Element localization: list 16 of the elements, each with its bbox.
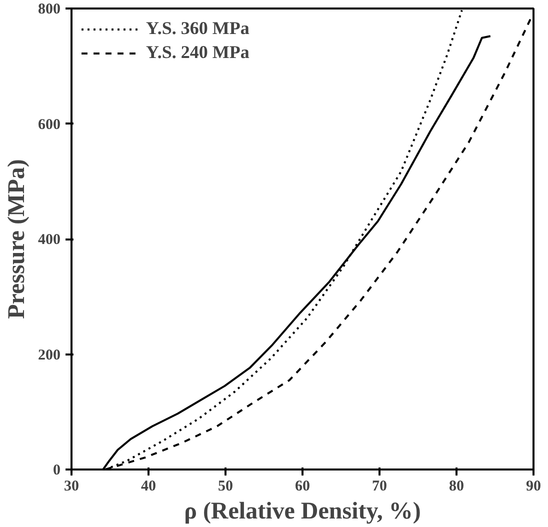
x-tick-label: 90 xyxy=(526,478,541,494)
y-tick-label: 200 xyxy=(38,347,60,364)
x-tick-label: 80 xyxy=(449,478,464,494)
legend-label: Y.S. 360 MPa xyxy=(146,18,250,39)
x-tick-label: 50 xyxy=(218,478,233,494)
y-tick-label: 400 xyxy=(38,232,60,248)
y-tick-label: 0 xyxy=(53,462,60,478)
y-axis-title: Pressure (MPa) xyxy=(4,159,30,319)
y-tick-label: 600 xyxy=(38,116,60,133)
x-tick-label: 40 xyxy=(141,478,156,494)
legend-label: Y.S. 240 MPa xyxy=(146,42,250,63)
x-tick-label: 30 xyxy=(64,478,79,494)
x-tick-label: 70 xyxy=(372,478,387,494)
y-tick-label: 800 xyxy=(38,2,60,18)
x-axis-title: ρ (Relative Density, %) xyxy=(184,498,421,524)
x-tick-label: 60 xyxy=(295,478,310,494)
